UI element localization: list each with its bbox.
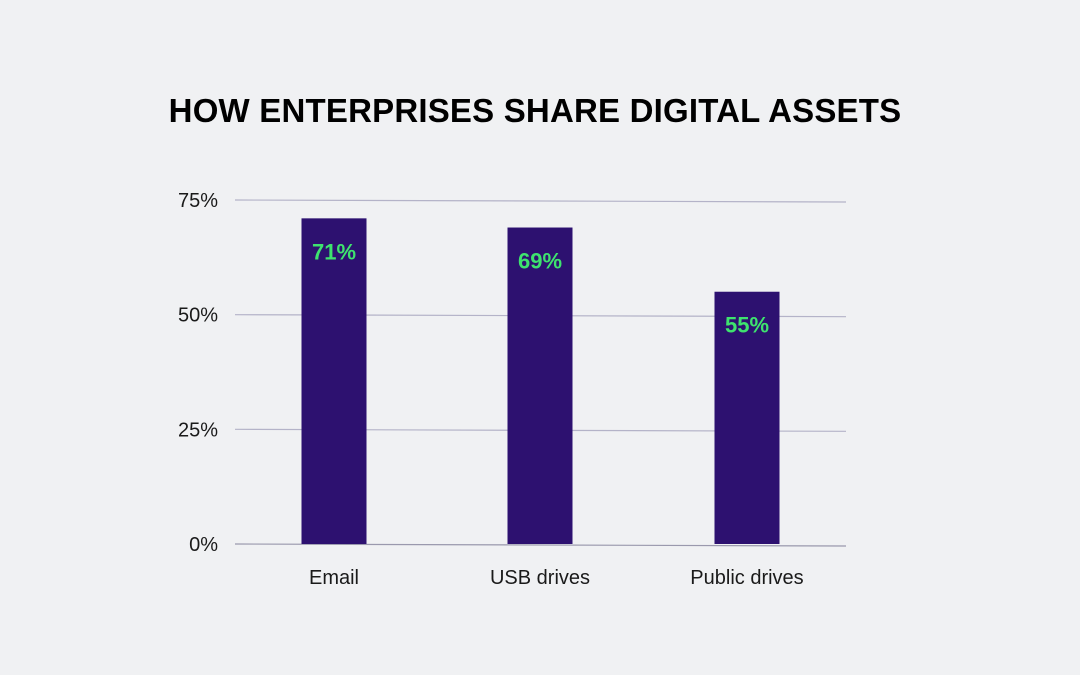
x-category-label: Public drives	[690, 567, 803, 589]
x-category-label: USB drives	[490, 567, 590, 589]
y-tick-label: 75%	[178, 190, 218, 212]
data-label: 55%	[725, 313, 769, 338]
bar	[714, 291, 780, 544]
bar	[301, 218, 367, 544]
data-label: 69%	[518, 249, 562, 274]
bar	[507, 227, 573, 544]
y-tick-label: 50%	[178, 305, 218, 327]
x-category-label: Email	[309, 567, 359, 589]
y-tick-label: 0%	[189, 534, 218, 556]
chart-title: HOW ENTERPRISES SHARE DIGITAL ASSETS	[168, 92, 902, 129]
x-axis-baseline	[234, 543, 847, 547]
data-label: 71%	[312, 239, 356, 264]
y-tick-label: 25%	[178, 419, 218, 441]
gridline	[234, 199, 847, 203]
